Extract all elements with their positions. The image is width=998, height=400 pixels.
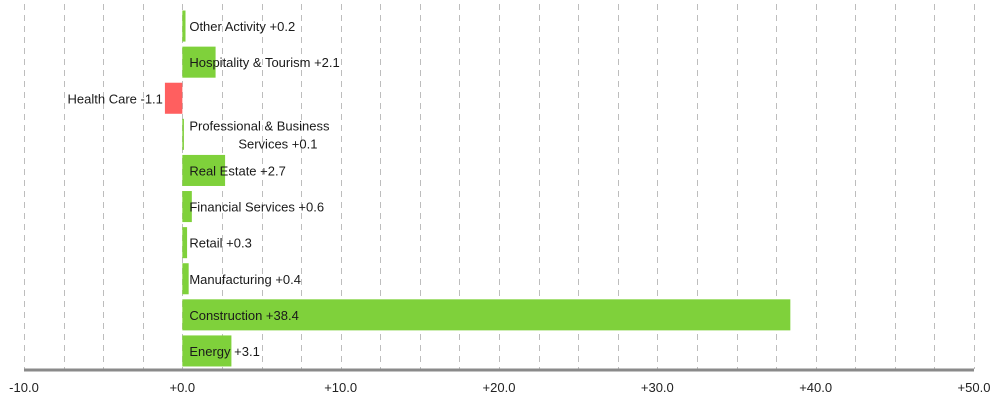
- bar-label: Real Estate +2.7: [189, 163, 285, 178]
- grid-lines: [24, 4, 975, 369]
- bar: [182, 191, 192, 223]
- bar-label: Professional & Business: [189, 118, 330, 133]
- bar-label: Manufacturing +0.4: [189, 272, 301, 287]
- x-tick-label: -10.0: [9, 380, 39, 395]
- bar-label: Health Care -1.1: [68, 91, 163, 106]
- bar-label: Hospitality & Tourism +2.1: [189, 55, 339, 70]
- x-tick-label: +50.0: [958, 380, 991, 395]
- bar-labels-group: Other Activity +0.2 Hospitality & Tourism…: [68, 19, 340, 359]
- x-tick-label: +30.0: [641, 380, 674, 395]
- bar: [164, 82, 183, 114]
- bar-label: Retail +0.3: [189, 236, 252, 251]
- bar: [182, 263, 189, 295]
- bar-label: Financial Services +0.6: [189, 200, 324, 215]
- bar: [182, 335, 232, 367]
- bar: [182, 10, 186, 42]
- x-tick-label: +10.0: [324, 380, 357, 395]
- bar: [182, 299, 791, 331]
- bar: [182, 118, 184, 150]
- bar-label: Energy +3.1: [189, 344, 259, 359]
- x-tick-label: +40.0: [799, 380, 832, 395]
- bar-label: Construction +38.4: [189, 308, 298, 323]
- bar: [182, 46, 216, 78]
- x-tick-label: +0.0: [169, 380, 195, 395]
- bars-group: [164, 10, 791, 367]
- x-tick-labels: -10.0 +0.0 +10.0 +20.0 +30.0 +40.0 +50.0: [9, 380, 990, 395]
- bar-label: Services +0.1: [238, 136, 317, 151]
- bar: [182, 227, 188, 259]
- bar: [182, 154, 226, 186]
- x-tick-label: +20.0: [483, 380, 516, 395]
- bar-label: Other Activity +0.2: [189, 19, 295, 34]
